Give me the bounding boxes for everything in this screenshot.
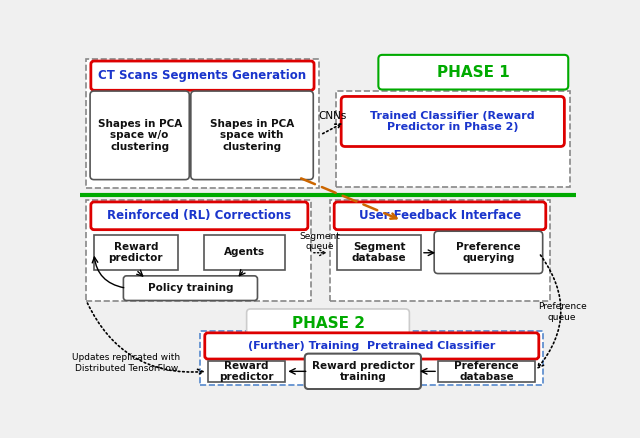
FancyBboxPatch shape — [378, 55, 568, 89]
Bar — [336, 91, 570, 187]
FancyBboxPatch shape — [434, 231, 543, 274]
FancyBboxPatch shape — [334, 202, 546, 230]
Text: Reward
predictor: Reward predictor — [220, 360, 274, 382]
Text: Reward predictor
training: Reward predictor training — [312, 360, 414, 382]
Text: Reward
predictor: Reward predictor — [109, 242, 163, 263]
Bar — [94, 235, 178, 270]
Bar — [438, 360, 535, 382]
Text: Preference
querying: Preference querying — [456, 242, 521, 263]
FancyBboxPatch shape — [246, 309, 410, 338]
Text: Policy training: Policy training — [148, 283, 233, 293]
Text: Segment
database: Segment database — [352, 242, 406, 263]
Text: Trained Classifier (Reward
Predictor in Phase 2): Trained Classifier (Reward Predictor in … — [371, 111, 535, 132]
Bar — [330, 201, 550, 300]
Text: PHASE 2: PHASE 2 — [291, 316, 365, 331]
FancyBboxPatch shape — [124, 276, 257, 300]
Text: Updates replicated with
Distributed TensorFlow: Updates replicated with Distributed Tens… — [72, 353, 180, 373]
Bar — [337, 235, 421, 270]
FancyBboxPatch shape — [341, 96, 564, 146]
Text: Segment
queue: Segment queue — [300, 232, 340, 251]
FancyBboxPatch shape — [205, 333, 539, 359]
Bar — [208, 360, 285, 382]
Bar — [200, 331, 543, 385]
Text: Shapes in PCA
space w/o
clustering: Shapes in PCA space w/o clustering — [97, 119, 182, 152]
FancyBboxPatch shape — [305, 353, 421, 389]
Text: User Feedback Interface: User Feedback Interface — [359, 209, 521, 223]
Text: Preference
queue: Preference queue — [538, 302, 586, 322]
Text: Shapes in PCA
space with
clustering: Shapes in PCA space with clustering — [210, 119, 294, 152]
Text: (Further) Training  Pretrained Classifier: (Further) Training Pretrained Classifier — [248, 341, 495, 351]
Bar — [86, 201, 311, 300]
Bar — [204, 235, 285, 270]
FancyBboxPatch shape — [91, 61, 314, 90]
Text: CNNs: CNNs — [319, 111, 347, 121]
FancyBboxPatch shape — [191, 91, 313, 180]
Text: Preference
database: Preference database — [454, 360, 519, 382]
Text: CT Scans Segments Generation: CT Scans Segments Generation — [99, 69, 307, 82]
FancyBboxPatch shape — [91, 202, 308, 230]
Text: Agents: Agents — [224, 247, 265, 258]
Text: PHASE 1: PHASE 1 — [437, 65, 509, 80]
Text: Reinforced (RL) Corrections: Reinforced (RL) Corrections — [108, 209, 291, 223]
Bar — [86, 59, 319, 188]
FancyBboxPatch shape — [90, 91, 189, 180]
